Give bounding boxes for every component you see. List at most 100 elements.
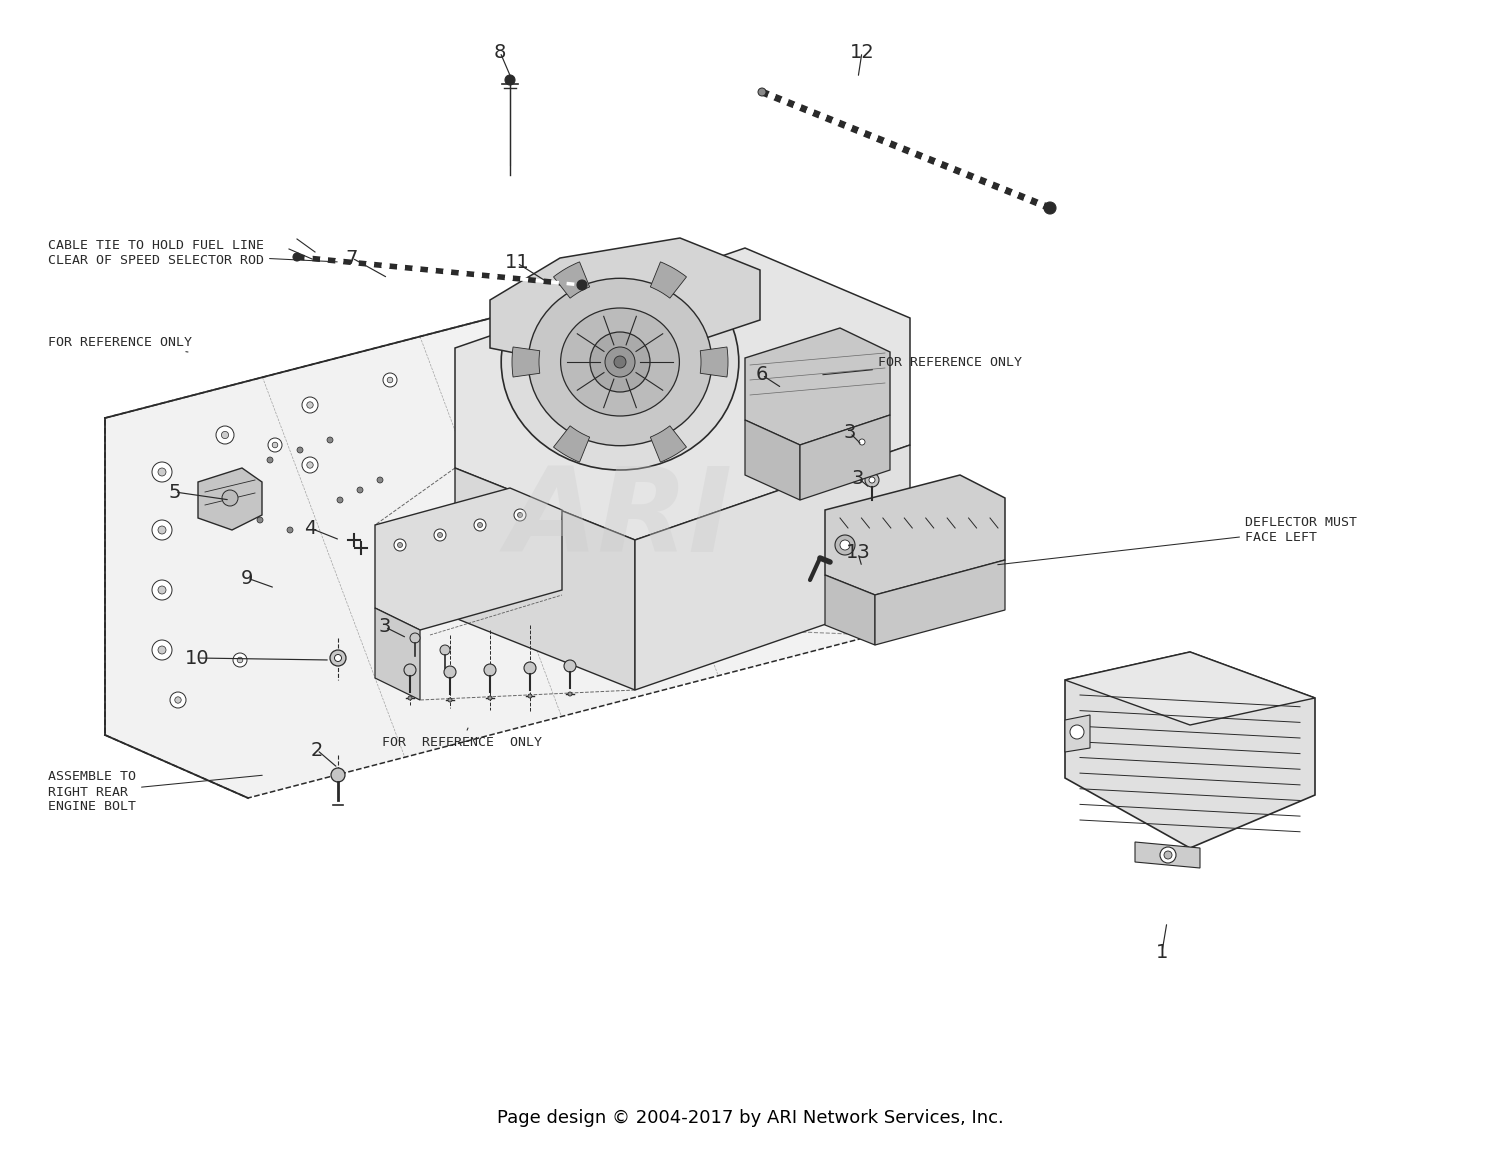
Polygon shape — [490, 238, 760, 358]
Wedge shape — [651, 261, 687, 299]
Circle shape — [222, 432, 228, 439]
Polygon shape — [746, 328, 890, 445]
Circle shape — [222, 490, 238, 506]
Text: 3: 3 — [852, 468, 864, 488]
Circle shape — [604, 347, 634, 377]
Text: CABLE TIE TO HOLD FUEL LINE
CLEAR OF SPEED SELECTOR ROD: CABLE TIE TO HOLD FUEL LINE CLEAR OF SPE… — [48, 239, 338, 267]
Polygon shape — [825, 575, 874, 645]
Wedge shape — [554, 426, 590, 462]
Circle shape — [267, 457, 273, 463]
Circle shape — [158, 526, 166, 534]
Polygon shape — [800, 415, 889, 499]
Circle shape — [568, 692, 572, 696]
Polygon shape — [454, 468, 634, 690]
Text: 9: 9 — [242, 568, 254, 587]
Circle shape — [292, 253, 302, 261]
Polygon shape — [1065, 652, 1316, 848]
Circle shape — [524, 662, 536, 675]
Circle shape — [272, 442, 278, 448]
Wedge shape — [554, 261, 590, 299]
Circle shape — [474, 519, 486, 531]
Circle shape — [152, 580, 172, 600]
Text: 5: 5 — [168, 482, 182, 502]
Circle shape — [152, 640, 172, 661]
Polygon shape — [105, 256, 874, 798]
Text: ASSEMBLE TO
RIGHT REAR
ENGINE BOLT: ASSEMBLE TO RIGHT REAR ENGINE BOLT — [48, 770, 262, 813]
Circle shape — [1044, 202, 1056, 214]
Circle shape — [158, 647, 166, 654]
Text: 12: 12 — [849, 42, 874, 62]
Circle shape — [256, 517, 262, 523]
Circle shape — [152, 462, 172, 482]
Circle shape — [216, 426, 234, 443]
Circle shape — [1164, 851, 1172, 859]
Wedge shape — [700, 347, 727, 377]
Circle shape — [382, 373, 398, 387]
Circle shape — [859, 439, 865, 445]
Circle shape — [330, 650, 346, 666]
Circle shape — [152, 520, 172, 540]
Wedge shape — [651, 426, 687, 462]
Circle shape — [398, 543, 402, 547]
Circle shape — [302, 397, 318, 413]
Text: 6: 6 — [756, 365, 768, 384]
Circle shape — [308, 462, 314, 468]
Circle shape — [758, 88, 766, 96]
Circle shape — [433, 529, 445, 541]
Text: 3: 3 — [844, 424, 856, 442]
Text: 1: 1 — [1156, 943, 1168, 962]
Ellipse shape — [561, 308, 680, 415]
Polygon shape — [634, 445, 910, 690]
Circle shape — [448, 698, 452, 703]
Ellipse shape — [528, 278, 712, 446]
Circle shape — [376, 477, 382, 483]
Text: ARI: ARI — [507, 462, 734, 578]
Circle shape — [865, 473, 879, 487]
Circle shape — [477, 523, 483, 527]
Polygon shape — [1136, 843, 1200, 868]
Circle shape — [158, 468, 166, 476]
Text: DEFLECTOR MUST
FACE LEFT: DEFLECTOR MUST FACE LEFT — [998, 516, 1358, 565]
Circle shape — [855, 435, 868, 449]
Circle shape — [514, 509, 526, 520]
Circle shape — [338, 497, 344, 503]
Circle shape — [590, 331, 650, 392]
Text: FOR  REFERENCE  ONLY: FOR REFERENCE ONLY — [382, 728, 542, 748]
Circle shape — [308, 401, 314, 408]
Circle shape — [836, 534, 855, 555]
Polygon shape — [375, 608, 420, 700]
Circle shape — [444, 666, 456, 678]
Circle shape — [408, 696, 413, 700]
Text: 4: 4 — [304, 518, 316, 538]
Circle shape — [438, 532, 442, 538]
Circle shape — [506, 75, 515, 85]
Text: 8: 8 — [494, 42, 506, 62]
Circle shape — [232, 506, 238, 513]
Circle shape — [488, 696, 492, 700]
Circle shape — [1070, 725, 1084, 739]
Polygon shape — [1065, 652, 1316, 725]
Circle shape — [158, 586, 166, 594]
Circle shape — [518, 512, 522, 517]
Text: 13: 13 — [846, 544, 870, 562]
Polygon shape — [375, 488, 562, 630]
Circle shape — [170, 692, 186, 708]
Text: 11: 11 — [504, 253, 530, 273]
Circle shape — [410, 633, 420, 643]
Text: 3: 3 — [380, 617, 392, 636]
Circle shape — [564, 661, 576, 672]
Circle shape — [484, 664, 496, 676]
Circle shape — [237, 657, 243, 663]
Circle shape — [286, 527, 292, 533]
Circle shape — [232, 654, 248, 668]
Circle shape — [334, 655, 342, 662]
Circle shape — [302, 457, 318, 473]
Circle shape — [357, 487, 363, 492]
Circle shape — [216, 485, 234, 504]
Polygon shape — [825, 475, 1005, 595]
Text: FOR REFERENCE ONLY: FOR REFERENCE ONLY — [824, 356, 1022, 375]
Text: Page design © 2004-2017 by ARI Network Services, Inc.: Page design © 2004-2017 by ARI Network S… — [496, 1109, 1004, 1127]
Ellipse shape — [501, 254, 740, 470]
Circle shape — [440, 645, 450, 655]
Polygon shape — [874, 560, 1005, 645]
